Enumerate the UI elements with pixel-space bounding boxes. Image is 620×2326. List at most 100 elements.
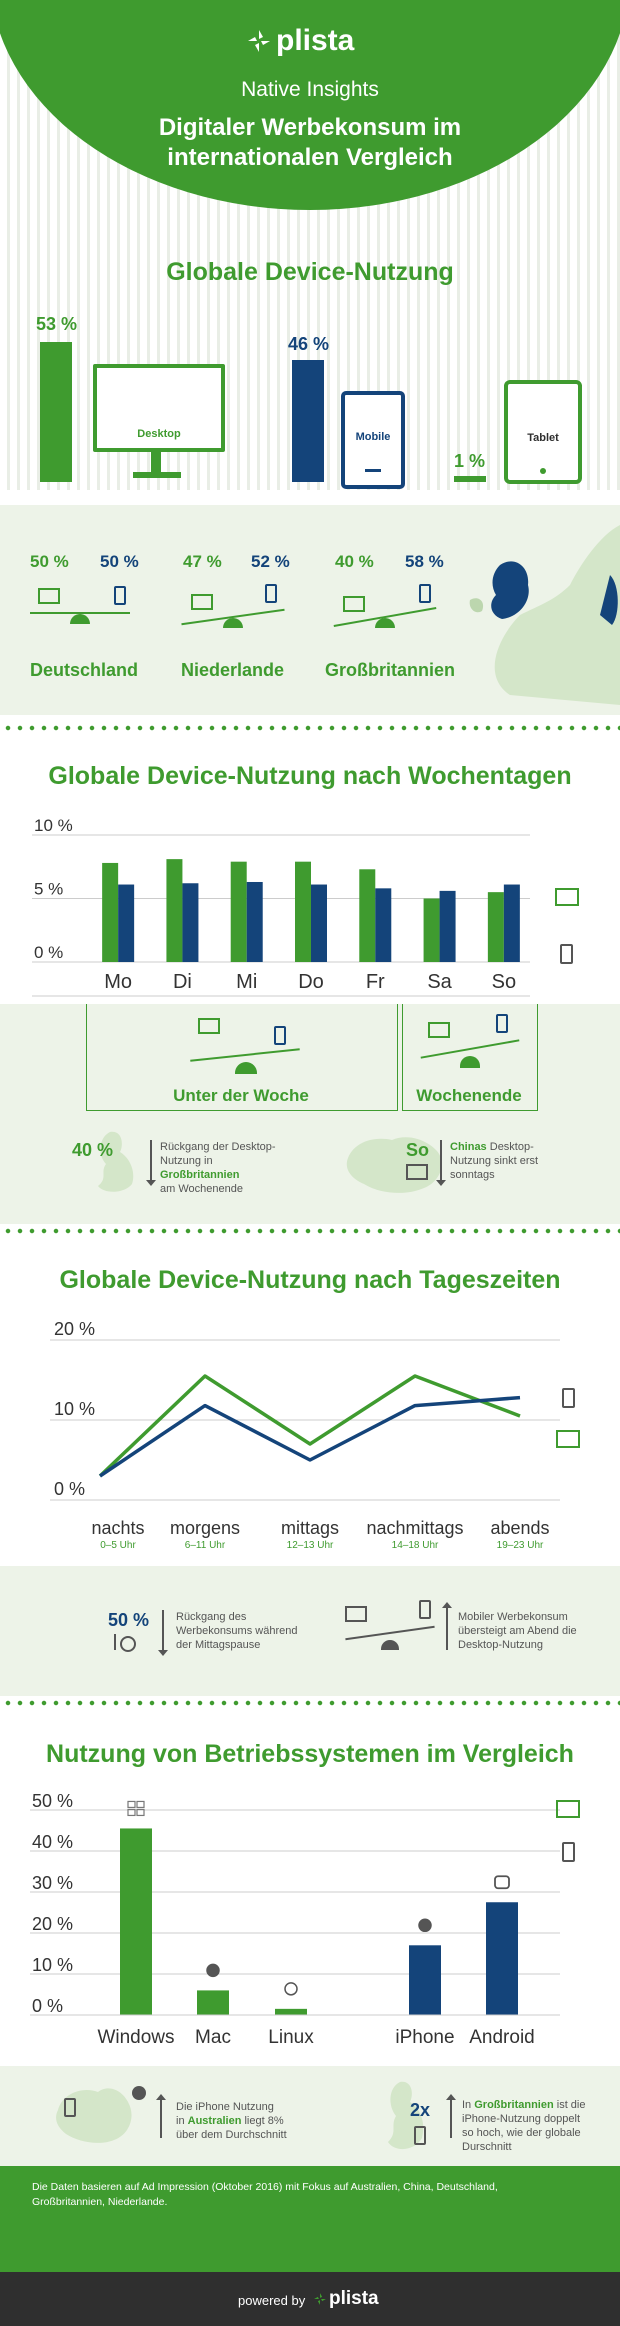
bar xyxy=(359,869,376,962)
desktop-small-icon xyxy=(406,1164,428,1180)
bar xyxy=(311,884,327,962)
y-tick-label: 40 % xyxy=(32,1832,73,1852)
bar xyxy=(246,881,263,962)
desktop-small-icon xyxy=(191,594,213,610)
section1-title: Globale Device-Nutzung xyxy=(166,258,454,286)
bar xyxy=(166,859,183,962)
windows-pane xyxy=(127,1808,136,1817)
divider-dots xyxy=(0,1700,620,1706)
y-tick-label: 0 % xyxy=(32,1996,63,2016)
mobile-legend-icon xyxy=(560,944,573,964)
x-tick-label: nachts xyxy=(91,1518,144,1538)
up-arrow-icon xyxy=(446,1606,448,1650)
weekend-box xyxy=(402,1004,538,1111)
tablet-bar xyxy=(454,476,486,482)
x-tick-label: Android xyxy=(469,2027,535,2048)
footer-note-band xyxy=(0,2166,620,2272)
weekday-box xyxy=(86,1004,398,1111)
china-text: Chinas Desktop- Nutzung sinkt erst sonnt… xyxy=(450,1141,539,1181)
down-arrow-icon xyxy=(150,1140,152,1184)
bar xyxy=(423,898,440,962)
windows-icon xyxy=(127,1800,145,1817)
x-tick-label: Windows xyxy=(97,2027,174,2048)
windows-pane xyxy=(136,1800,145,1809)
country-niederlande: 47 % 52 % Niederlande xyxy=(175,548,315,688)
europe-map xyxy=(469,525,620,705)
evening-text: Mobiler Werbekonsum übersteigt am Abend … xyxy=(458,1611,577,1651)
weekday-label: Unter der Woche xyxy=(173,1086,309,1105)
australia-map-icon xyxy=(56,2088,132,2143)
tablet-label: Tablet xyxy=(527,432,559,444)
niederlande-desktop-pct: 47 % xyxy=(183,552,222,571)
desktop-bar xyxy=(40,342,72,482)
up-arrow-head-icon xyxy=(446,2094,456,2100)
x-tick-label: Mo xyxy=(104,971,132,993)
windows-pane xyxy=(136,1808,145,1817)
evening-balance-icon xyxy=(345,1600,435,1660)
x-tick-sublabel: 14–18 Uhr xyxy=(392,1540,439,1551)
gb-desktop-pct: 40 % xyxy=(335,552,374,571)
mobile-bar xyxy=(292,360,324,482)
china-map-icon xyxy=(346,1137,442,1193)
x-tick-label: Linux xyxy=(268,2027,314,2048)
y-tick-label: 5 % xyxy=(34,880,63,899)
y-tick-label: 50 % xyxy=(32,1791,73,1811)
bar xyxy=(102,862,119,962)
header-title-line2: internationalen Vergleich xyxy=(167,144,453,171)
x-tick-label: So xyxy=(492,971,516,993)
apple-icon xyxy=(132,2086,146,2100)
y-tick-label: 10 % xyxy=(34,816,73,835)
desktop-legend-icon xyxy=(555,888,579,906)
divider-dots xyxy=(0,725,620,731)
desktop-label: Desktop xyxy=(137,428,181,440)
desktop-small-icon xyxy=(38,588,60,604)
up-arrow-icon xyxy=(160,2098,162,2138)
bar xyxy=(197,1990,229,2015)
y-tick-label: 30 % xyxy=(32,1873,73,1893)
tablet-icon: Tablet xyxy=(504,380,582,484)
plista-logo-icon xyxy=(248,30,270,52)
weekday-chart: 10 % 5 % 0 % Mo Di Mi Do Fr Sa So xyxy=(32,816,530,997)
desktop-legend-icon xyxy=(556,1430,580,1448)
mobile-label: Mobile xyxy=(355,431,391,443)
apple-icon xyxy=(418,1918,432,1933)
mobile-legend-icon xyxy=(562,1388,575,1408)
niederlande-name: Niederlande xyxy=(181,660,285,680)
deutschland-mobile-pct: 50 % xyxy=(100,552,139,571)
footer-note: Die Daten basieren auf Ad Impression (Ok… xyxy=(32,2181,498,2208)
mobile-legend-icon xyxy=(562,1842,575,1862)
y-tick-label: 10 % xyxy=(32,1955,73,1975)
desktop-pct: 53 % xyxy=(36,314,78,334)
section2-title: Globale Device-Nutzung nach Wochentagen xyxy=(48,762,572,790)
bar xyxy=(487,892,504,962)
daytime-chart: 20 % 10 % 0 % nachts 0–5 Uhr morgens 6–11 Uhr m… xyxy=(50,1320,560,1551)
country-grossbritannien: 40 % 58 % Großbritannien xyxy=(325,548,475,688)
x-tick-label: morgens xyxy=(170,1518,240,1538)
deutschland-name: Deutschland xyxy=(30,660,139,680)
x-tick-label: mittags xyxy=(281,1518,339,1538)
x-tick-label: iPhone xyxy=(395,2027,454,2048)
down-arrow-icon xyxy=(440,1140,442,1184)
bar xyxy=(486,1902,518,2015)
uk-map-icon xyxy=(98,1131,134,1192)
bar xyxy=(295,861,311,962)
tablet-pct: 1 % xyxy=(454,451,486,471)
cutlery-icon xyxy=(114,1634,136,1652)
china-value: So xyxy=(406,1140,430,1160)
x-tick-label: Sa xyxy=(427,971,452,993)
y-tick-label: 0 % xyxy=(34,943,63,962)
section3-title: Globale Device-Nutzung nach Tageszeiten xyxy=(59,1266,561,1294)
powered-by-text: powered by xyxy=(238,2293,306,2308)
y-tick-label: 0 % xyxy=(54,1479,85,1499)
mobile-small-icon xyxy=(414,2126,426,2145)
x-tick-sublabel: 12–13 Uhr xyxy=(287,1540,334,1551)
apple-shape xyxy=(418,1918,432,1933)
lunch-decline-text: Rückgang des Werbekonsums während der Mi… xyxy=(176,1611,298,1651)
bar xyxy=(503,884,520,962)
niederlande-mobile-pct: 52 % xyxy=(251,552,290,571)
x-tick-sublabel: 0–5 Uhr xyxy=(100,1540,136,1551)
header-brand: plista xyxy=(246,22,386,62)
balance-icon xyxy=(30,612,130,614)
x-tick-label: Di xyxy=(173,971,192,993)
up-arrow-icon xyxy=(450,2098,452,2138)
